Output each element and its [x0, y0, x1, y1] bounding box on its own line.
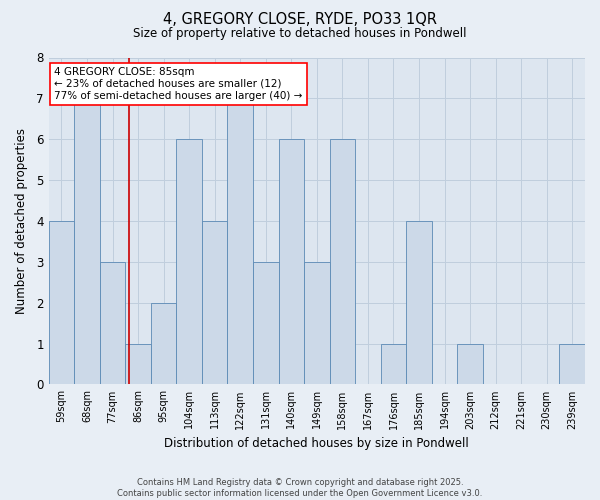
- Bar: [253, 262, 278, 384]
- Bar: [380, 344, 406, 384]
- Bar: [457, 344, 483, 384]
- Bar: [559, 344, 585, 384]
- Text: Contains HM Land Registry data © Crown copyright and database right 2025.
Contai: Contains HM Land Registry data © Crown c…: [118, 478, 482, 498]
- Text: Size of property relative to detached houses in Pondwell: Size of property relative to detached ho…: [133, 28, 467, 40]
- Bar: [406, 221, 432, 384]
- Bar: [151, 302, 176, 384]
- Bar: [74, 98, 100, 385]
- Text: 4, GREGORY CLOSE, RYDE, PO33 1QR: 4, GREGORY CLOSE, RYDE, PO33 1QR: [163, 12, 437, 28]
- Y-axis label: Number of detached properties: Number of detached properties: [15, 128, 28, 314]
- Bar: [125, 344, 151, 384]
- Bar: [176, 139, 202, 384]
- Bar: [304, 262, 329, 384]
- Bar: [329, 139, 355, 384]
- X-axis label: Distribution of detached houses by size in Pondwell: Distribution of detached houses by size …: [164, 437, 469, 450]
- Bar: [49, 221, 74, 384]
- Text: 4 GREGORY CLOSE: 85sqm
← 23% of detached houses are smaller (12)
77% of semi-det: 4 GREGORY CLOSE: 85sqm ← 23% of detached…: [54, 68, 302, 100]
- Bar: [227, 98, 253, 385]
- Bar: [100, 262, 125, 384]
- Bar: [202, 221, 227, 384]
- Bar: [278, 139, 304, 384]
